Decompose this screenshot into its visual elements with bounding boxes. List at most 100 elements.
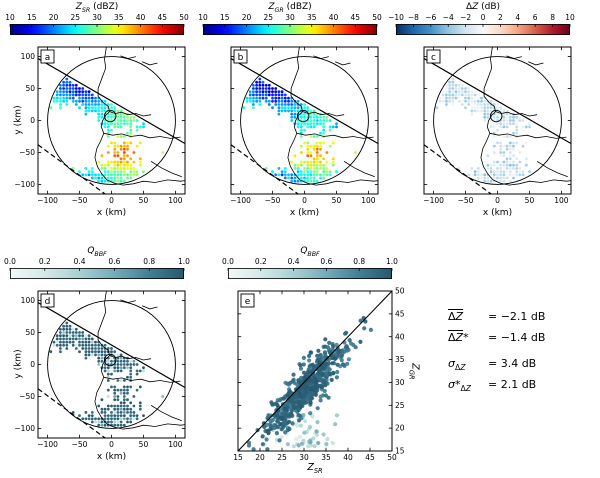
y-tick-label: 40 bbox=[395, 332, 405, 341]
y-tick-label: 50 bbox=[25, 84, 35, 93]
identity-line bbox=[238, 291, 392, 451]
colorbar-tick-label: 0.6 bbox=[108, 257, 121, 266]
stat-value: = −2.1 dB bbox=[488, 310, 546, 323]
svg-text:a: a bbox=[45, 53, 51, 63]
x-tick-label: 45 bbox=[365, 453, 375, 462]
stat-value: = 3.4 dB bbox=[488, 357, 537, 370]
x-tick-label: 0 bbox=[495, 196, 500, 205]
coastline bbox=[296, 132, 374, 139]
x-tick-label: −50 bbox=[458, 196, 474, 205]
colorbar-c-title: ΔZ (dB) bbox=[465, 2, 501, 12]
coastline bbox=[94, 47, 185, 186]
map-points bbox=[49, 321, 165, 427]
colorbar-tick-label: 25 bbox=[263, 13, 274, 22]
stat-value: = −1.4 dB bbox=[488, 331, 546, 344]
panel-a-plot: −100 −50 0 50 100 −100 −50 0 50 100 a bbox=[14, 46, 186, 205]
axes-box bbox=[37, 46, 186, 195]
coastline bbox=[103, 132, 181, 139]
colorbar-tick-label: 20 bbox=[48, 13, 59, 22]
y-tick-label: −100 bbox=[14, 180, 35, 189]
stat-symbol: σΔZ bbox=[448, 357, 466, 373]
map-points bbox=[49, 77, 165, 183]
y-tick-label: 35 bbox=[395, 355, 405, 364]
axes-box bbox=[237, 290, 393, 452]
stat-symbol: σ*ΔZ bbox=[448, 378, 472, 394]
colorbar-tick-label: 35 bbox=[113, 13, 124, 22]
colorbar-a-bar bbox=[9, 24, 185, 35]
station-ring bbox=[104, 109, 117, 123]
colorbar-tick-label: −10 bbox=[388, 13, 404, 22]
colorbar-tick-label: 15 bbox=[26, 13, 37, 22]
colorbar-tick-label: 0.0 bbox=[222, 257, 234, 266]
x-tick-label: 40 bbox=[343, 453, 353, 462]
coastline bbox=[142, 305, 158, 310]
coastline bbox=[103, 376, 181, 383]
x-tick-label: −100 bbox=[37, 440, 58, 449]
colorbar-tick-label: 20 bbox=[241, 13, 252, 22]
axes-box bbox=[423, 46, 572, 195]
colorbar-a-ticks: 10 15 20 25 30 35 40 45 50 bbox=[5, 13, 189, 22]
stat-line: ΔZ = −2.1 dB bbox=[448, 310, 598, 326]
stats-block: ΔZ = −2.1 dB ΔZ* = −1.4 dB σΔZ = 3.4 dB σ*ΔZ = … bbox=[448, 310, 598, 399]
panel-d-plot: −100 −50 0 50 100 −100 −50 0 50 100 d bbox=[14, 290, 186, 449]
panel-label: c bbox=[426, 49, 441, 64]
y-tick-label: 50 bbox=[25, 328, 35, 337]
stat-line: σ*ΔZ = 2.1 dB bbox=[448, 378, 598, 394]
x-tick-label: 0 bbox=[109, 440, 114, 449]
colorbar-tick-label: −8 bbox=[407, 13, 419, 22]
colorbar-e-bar bbox=[227, 268, 393, 279]
coastline bbox=[287, 47, 378, 186]
scatter-layers bbox=[238, 291, 392, 451]
colorbar-tick-label: 0.8 bbox=[353, 257, 366, 266]
colorbar-tick-label: 6 bbox=[532, 13, 538, 22]
y-tick-label: 50 bbox=[395, 287, 405, 296]
colorbar-b-title: ZGR (dBZ) bbox=[268, 2, 312, 14]
x-tick-label: −50 bbox=[265, 196, 281, 205]
y-tick-label: −100 bbox=[14, 424, 35, 433]
colorbar-b-bar bbox=[202, 24, 378, 35]
map-layers bbox=[424, 47, 571, 194]
x-tick-label: 100 bbox=[554, 196, 569, 205]
panel-b-plot: −100 −50 0 50 100 b bbox=[230, 46, 379, 205]
swath-edge-solid-line bbox=[38, 57, 185, 145]
colorbar-tick-label: 50 bbox=[372, 13, 382, 22]
x-tick-label: −100 bbox=[423, 196, 444, 205]
colorbar-e-title: QBBF bbox=[300, 246, 320, 258]
colorbar-tick-label: 10 bbox=[565, 13, 575, 22]
y-tick-label: 25 bbox=[395, 401, 405, 410]
panel-label: a bbox=[40, 49, 55, 64]
coastline bbox=[343, 161, 375, 178]
coastline bbox=[94, 291, 185, 430]
colorbar-tick-label: 0.0 bbox=[4, 257, 16, 266]
y-tick-label: 15 bbox=[395, 447, 405, 456]
colorbar-c-ticks: −10 −8 −6 −4 −2 0 2 4 6 8 10 bbox=[388, 13, 575, 22]
x-tick-label: 100 bbox=[168, 440, 183, 449]
swath-edge-dashed-line bbox=[38, 144, 106, 194]
swath-edge-dashed-line bbox=[424, 144, 492, 194]
station-ring bbox=[297, 109, 310, 123]
colorbar-tick-label: 10 bbox=[198, 13, 208, 22]
coastline bbox=[536, 161, 568, 178]
map-layers bbox=[38, 47, 185, 194]
axes-ticks: −100 −50 0 50 100 −100 −50 0 50 100 bbox=[14, 47, 185, 205]
colorbar-tick-label: 1.0 bbox=[178, 257, 190, 266]
panel-e-xlabel: ZSR bbox=[307, 462, 323, 475]
colorbar-tick-label: 1.0 bbox=[386, 257, 398, 266]
colorbar-tick-label: 50 bbox=[179, 13, 189, 22]
panel-a-xlabel: x (km) bbox=[96, 208, 127, 218]
colorbar-tick-label: 0.4 bbox=[287, 257, 300, 266]
x-tick-label: 30 bbox=[299, 453, 309, 462]
range-ring bbox=[433, 56, 562, 185]
axes-ticks: −100 −50 0 50 100 bbox=[423, 47, 571, 205]
colorbar-d-bar bbox=[9, 268, 185, 279]
colorbar-tick-label: 4 bbox=[515, 13, 521, 22]
map-layers bbox=[231, 47, 378, 194]
panel-c-plot: −100 −50 0 50 100 c bbox=[423, 46, 572, 205]
colorbar-d-title: QBBF bbox=[87, 246, 107, 258]
coastline bbox=[489, 132, 567, 139]
y-tick-label: 0 bbox=[30, 360, 35, 369]
colorbar-tick-label: 2 bbox=[498, 13, 503, 22]
swath-edge-solid-line bbox=[38, 301, 185, 389]
y-tick-label: −50 bbox=[19, 392, 35, 401]
svg-text:c: c bbox=[431, 53, 436, 63]
